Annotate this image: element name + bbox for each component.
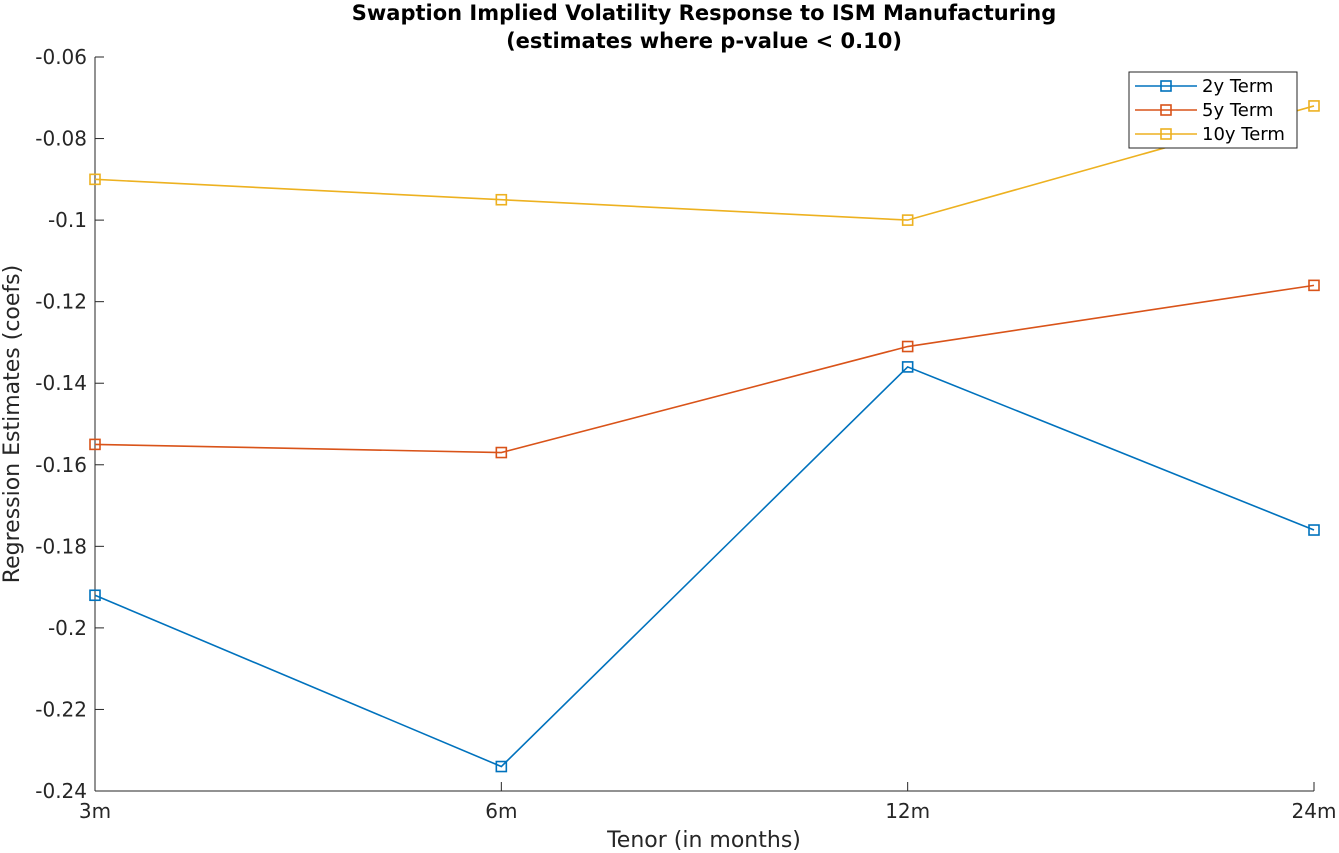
y-tick-label: -0.1 <box>48 208 87 232</box>
data-point <box>495 760 508 773</box>
series-line-5y-term <box>94 284 1315 454</box>
legend-item: 2y Term <box>1135 76 1273 97</box>
data-point <box>89 173 101 186</box>
series-2y-term <box>89 361 1320 773</box>
x-axis-label: Tenor (in months) <box>606 828 801 853</box>
legend-item: 5y Term <box>1135 100 1273 121</box>
x-tick-label: 3m <box>79 799 111 823</box>
chart-title: Swaption Implied Volatility Response to … <box>352 1 1056 25</box>
legend-label: 2y Term <box>1202 76 1273 97</box>
legend-marker <box>1160 80 1172 92</box>
data-point <box>1308 279 1320 292</box>
data-point <box>1308 524 1320 536</box>
x-axis-ticks: 3m 6m 12m 24m <box>79 782 1337 823</box>
data-point <box>901 361 914 373</box>
data-point <box>89 589 101 602</box>
y-tick-label: -0.16 <box>35 453 87 477</box>
series-line-10y-term <box>94 105 1315 221</box>
y-tick-label: -0.08 <box>35 127 87 151</box>
legend-marker <box>1160 104 1172 116</box>
series-10y-term <box>89 100 1320 226</box>
y-axis-ticks: -0.06 -0.08 -0.1 -0.12 -0.14 -0.16 -0.18 -0.2 -0… <box>35 45 104 803</box>
legend-item: 10y Term <box>1135 124 1285 145</box>
y-tick-label: -0.06 <box>35 45 87 69</box>
x-tick-label: 6m <box>485 799 517 823</box>
x-tick-label: 24m <box>1292 799 1337 823</box>
y-axis-label: Regression Estimates (coefs) <box>0 265 25 583</box>
y-tick-label: -0.12 <box>35 290 87 314</box>
legend-marker <box>1160 128 1172 140</box>
y-tick-label: -0.22 <box>35 697 87 721</box>
legend-label: 5y Term <box>1202 100 1273 121</box>
data-point <box>901 214 914 226</box>
y-tick-label: -0.18 <box>35 534 87 558</box>
data-point <box>901 340 914 353</box>
series-line-2y-term <box>94 365 1315 768</box>
y-tick-label: -0.2 <box>48 616 87 640</box>
data-point <box>89 438 101 451</box>
y-tick-label: -0.14 <box>35 371 87 395</box>
legend-label: 10y Term <box>1202 124 1285 145</box>
legend: 2y Term 5y Term 10y Term <box>1128 71 1298 149</box>
series-layer <box>89 100 1320 773</box>
series-5y-term <box>89 279 1320 459</box>
data-point <box>495 193 508 206</box>
data-point <box>495 446 508 459</box>
data-point <box>1308 100 1320 112</box>
y-tick-label: -0.24 <box>35 779 87 803</box>
x-tick-label: 12m <box>885 799 930 823</box>
chart-subtitle: (estimates where p-value < 0.10) <box>506 29 902 53</box>
